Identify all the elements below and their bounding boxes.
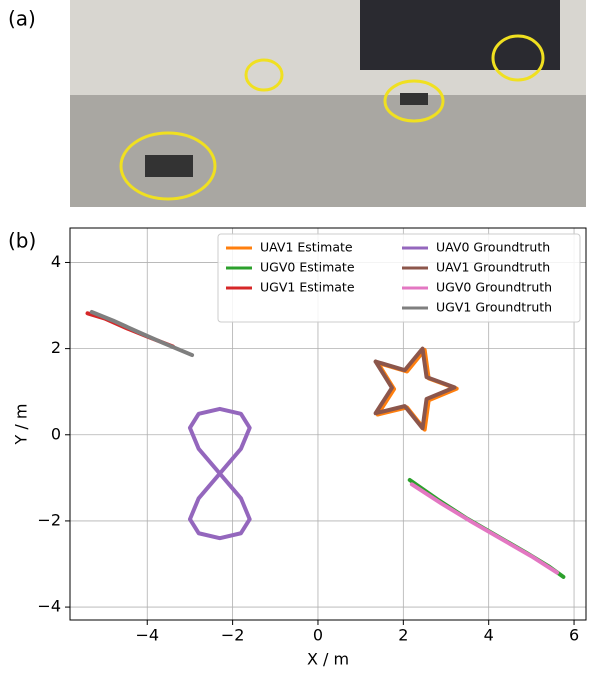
series-line	[375, 347, 459, 432]
legend-label: UAV1 Estimate	[260, 240, 353, 255]
y-tick-label: 4	[51, 252, 61, 271]
photo	[70, 0, 586, 207]
x-tick-label: 6	[569, 626, 579, 645]
legend-label: UGV0 Estimate	[260, 260, 355, 275]
plot-frame	[69, 227, 587, 621]
x-tick-label: −2	[221, 626, 245, 645]
y-tick-label: −4	[37, 597, 61, 616]
panel-label: (b)	[8, 229, 36, 253]
series-line	[373, 346, 457, 431]
series-line	[89, 310, 195, 358]
legend-label: UGV1 Estimate	[260, 280, 355, 295]
legend-label: UGV1 Groundtruth	[436, 300, 552, 315]
legend-label: UAV1 Groundtruth	[436, 260, 550, 275]
y-tick-label: −2	[37, 510, 61, 529]
x-tick-label: 2	[398, 626, 408, 645]
legend-box	[217, 233, 581, 323]
x-tick-label: 0	[313, 626, 323, 645]
y-tick-label: 2	[51, 338, 61, 357]
y-tick-label: 0	[51, 424, 61, 443]
legend-label: UAV0 Groundtruth	[436, 240, 550, 255]
series-line	[409, 482, 559, 575]
legend-label: UGV0 Groundtruth	[436, 280, 552, 295]
panel-label: (a)	[8, 7, 36, 31]
x-tick-label: −4	[135, 626, 159, 645]
x-axis-label: X / m	[307, 650, 349, 669]
series-line	[187, 406, 252, 541]
y-axis-label: Y / m	[12, 404, 31, 446]
x-tick-label: 4	[484, 626, 494, 645]
